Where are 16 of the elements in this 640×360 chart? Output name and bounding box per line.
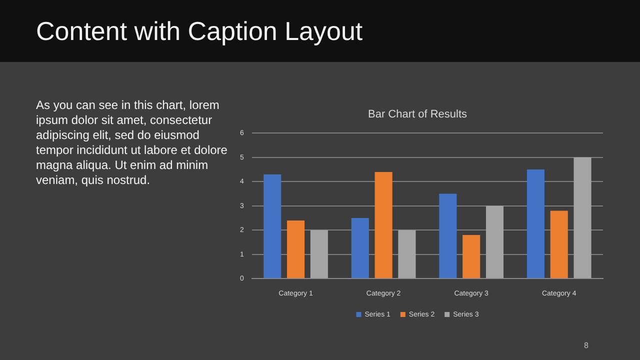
bar <box>310 230 328 278</box>
bar <box>351 218 369 278</box>
bar <box>439 194 457 278</box>
text: As you can see in this chart, lorem ipsum dolor sit amet, consectetur adipiscing elit, sed do eiusmod tempor incididunt ut labore et dolore magna aliqua. Ut enim ad minim veniam, quis nostrud. <box>36 98 228 188</box>
bar <box>486 206 504 278</box>
bar <box>374 172 392 278</box>
bar <box>550 210 568 278</box>
bar <box>526 170 544 278</box>
text: 8 <box>584 341 588 350</box>
chart-title: Bar Chart of Results <box>368 108 468 121</box>
bar <box>574 157 592 278</box>
bar <box>398 230 416 278</box>
text: Content with Caption Layout <box>36 16 363 47</box>
bar <box>264 174 282 278</box>
bar <box>462 234 480 278</box>
bar <box>287 220 305 278</box>
